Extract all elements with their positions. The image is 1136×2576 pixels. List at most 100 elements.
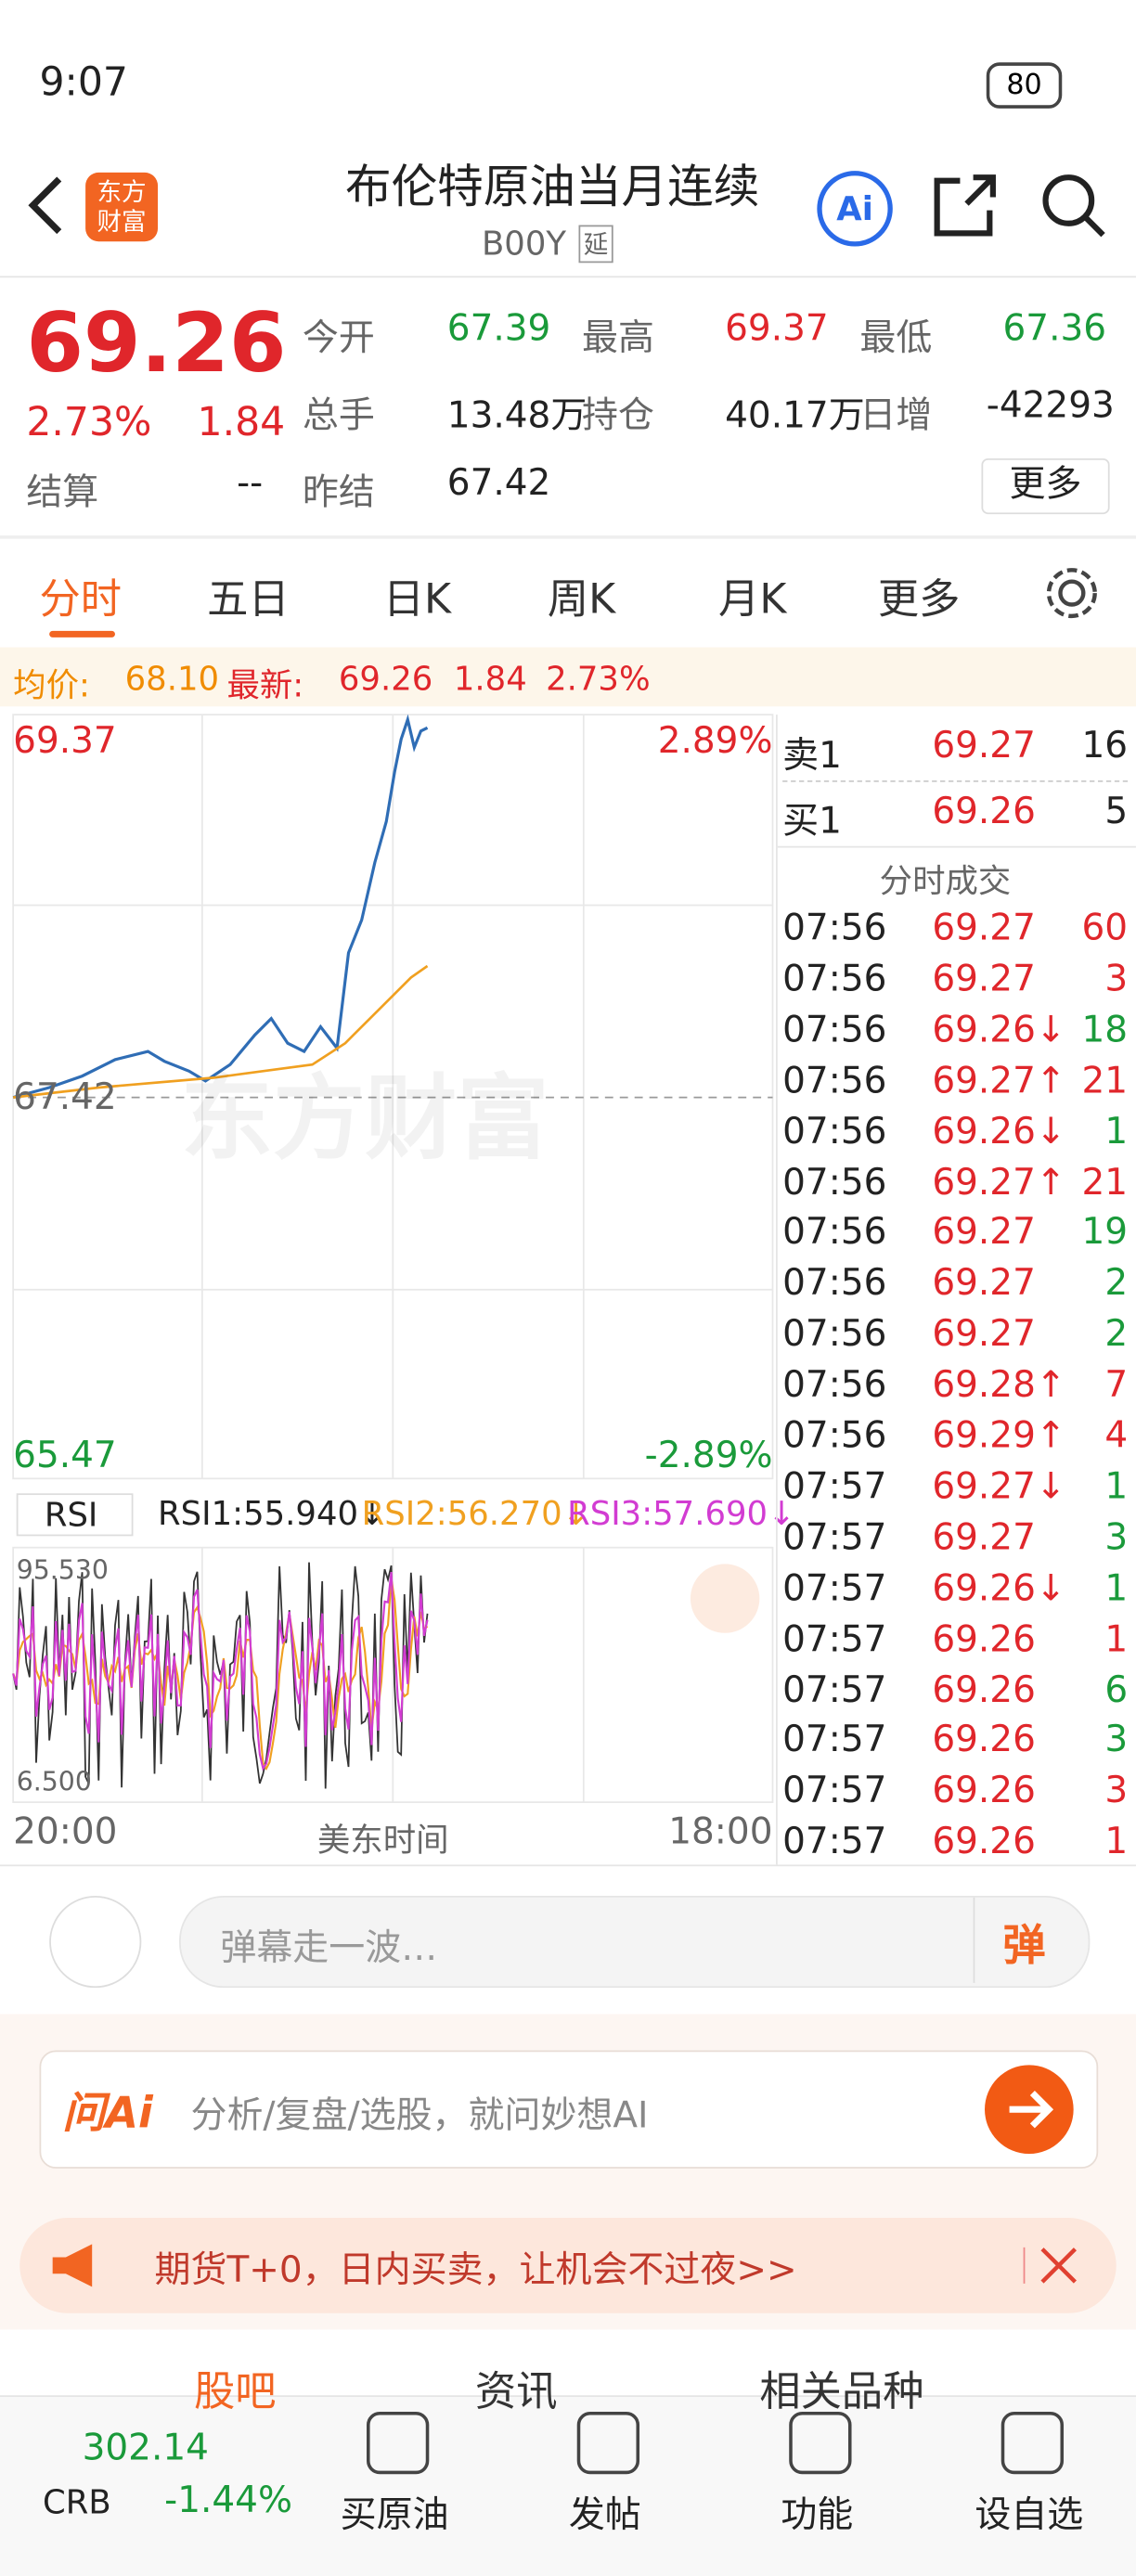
ai-input[interactable] [39,2050,1099,2169]
trade-time: 07:56 [782,1010,887,1051]
ticker-name: CRB [43,2482,111,2522]
trade-price: 69.26 [932,1669,1036,1711]
trade-time: 07:56 [782,1111,887,1153]
nav-icon[interactable] [1000,2411,1065,2475]
trade-price: 69.29↑ [932,1416,1066,1458]
trade-time: 07:56 [782,908,887,950]
sell-label: 卖1 [782,736,842,778]
ai-send-button[interactable] [983,2064,1075,2156]
trade-price: 69.26 [932,1822,1036,1863]
back-button[interactable] [23,173,72,238]
tab[interactable]: 更多 [877,574,961,623]
tab[interactable]: 五日 [207,574,290,623]
trade-price: 69.27 [932,1263,1036,1306]
tab[interactable]: 日K [382,574,452,623]
section-tab[interactable]: 相关品种 [759,2367,924,2415]
trade-price: 69.26 [932,1618,1036,1661]
clock: 9:07 [39,58,128,106]
search-button[interactable] [1039,171,1107,239]
nav-icon[interactable] [789,2411,852,2475]
tab[interactable]: 周K [547,574,616,623]
settings-button[interactable] [1042,563,1102,623]
trade-time: 07:56 [782,1213,887,1255]
promo-banner[interactable] [19,2218,1117,2313]
delay-tag: 延 [578,225,613,264]
latest: 69.26 [338,658,433,699]
field-value: 67.39 [446,308,551,351]
trade-volume: 3 [1104,959,1129,1000]
more-button[interactable]: 更多 [981,457,1110,515]
nav-label[interactable]: 功能 [781,2495,854,2537]
trade-volume: 3 [1104,1720,1129,1762]
ai-placeholder: 分析/复盘/选股，就问妙想AI [190,2096,649,2138]
trade-time: 07:57 [782,1771,887,1813]
trade-volume: 7 [1104,1365,1129,1407]
trade-volume: 3 [1104,1771,1129,1813]
field-label: 最低 [859,318,933,360]
y-bottom: 65.47 [13,1436,117,1477]
change: 1.84 [197,399,286,445]
divider [782,779,1129,782]
buy-label: 买1 [782,801,842,844]
trade-price: 69.26↓ [932,1010,1066,1051]
section-tab[interactable]: 资讯 [474,2367,558,2415]
trade-time: 07:57 [782,1568,887,1610]
expand-button[interactable] [690,1564,760,1633]
trade-time: 07:56 [782,1263,887,1306]
divider [777,845,1136,848]
trade-volume: 21 [1081,1061,1129,1102]
y-mid: 67.42 [13,1077,117,1119]
field-value: 13.48万 [446,395,587,437]
nav-icon[interactable] [576,2411,640,2475]
battery: 80 [986,62,1063,109]
tab[interactable]: 月K [718,574,787,623]
trade-volume: 19 [1081,1213,1129,1255]
section-tab[interactable]: 股吧 [194,2367,277,2415]
tab[interactable]: 分时 [39,574,123,623]
last-price: 69.26 [26,295,287,392]
code: B00Y [481,223,567,264]
field-value: 40.17万 [725,395,865,437]
field-value: -42293 [986,386,1115,428]
trade-volume: 1 [1104,1822,1129,1863]
trade-volume: 18 [1081,1010,1129,1051]
danmu-button[interactable]: 弹 [1002,1922,1046,1972]
trade-price: 69.27 [932,1314,1036,1356]
trade-price: 69.27↑ [932,1162,1066,1204]
trade-time: 07:57 [782,1720,887,1762]
pct-bottom: -2.89% [644,1436,773,1477]
field-value: -- [237,463,264,505]
comment-icon[interactable] [49,1896,142,1989]
x-end: 18:00 [668,1811,773,1854]
trade-price: 69.26 [932,1771,1036,1813]
divider [0,535,1136,539]
title: 布伦特原油当月连续 [344,159,760,214]
promo-close[interactable] [1023,2244,1089,2286]
trade-price: 69.27↓ [932,1466,1066,1509]
nav-label[interactable]: 设自选 [975,2495,1084,2537]
nav-icon[interactable] [366,2411,430,2475]
trade-volume: 21 [1081,1162,1129,1204]
nav-label[interactable]: 买原油 [340,2495,449,2537]
nav-label[interactable]: 发帖 [568,2495,641,2537]
latest-label: 最新: [226,665,304,705]
intraday-chart [12,714,774,1804]
trades-title: 分时成交 [879,860,1012,901]
rsi-bottom: 6.500 [16,1766,92,1797]
trade-price: 69.28↑ [932,1365,1066,1407]
ai-button[interactable]: Ai [817,171,893,247]
trade-time: 07:57 [782,1618,887,1661]
trade-time: 07:57 [782,1822,887,1863]
comment-input[interactable] [179,1896,1091,1989]
field-label: 持仓 [582,395,655,437]
rsi-select[interactable]: RSI [16,1493,133,1537]
divider [776,715,778,1865]
trade-price: 69.26↓ [932,1111,1066,1153]
tab-indicator [49,630,115,638]
ticker-value: 302.14 [82,2428,209,2469]
field-label: 今开 [302,318,375,360]
trade-volume: 1 [1104,1111,1129,1153]
share-button[interactable] [931,171,1000,239]
